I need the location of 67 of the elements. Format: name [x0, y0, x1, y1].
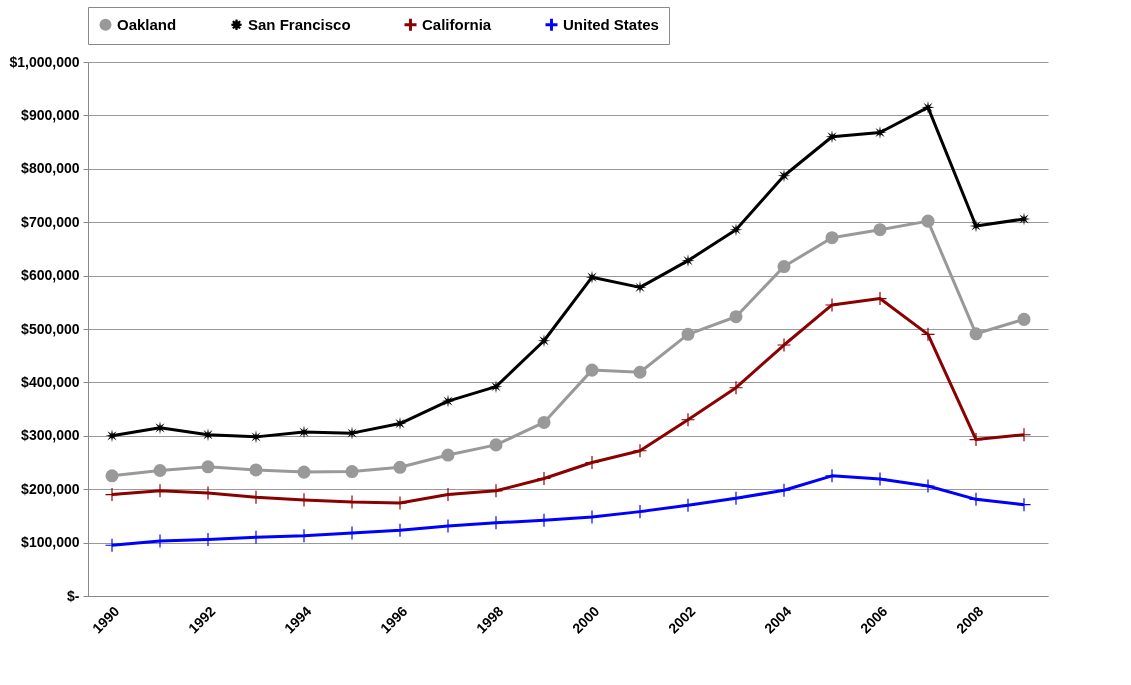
point [489, 438, 503, 452]
legend-label: United States [563, 15, 659, 33]
legend-label: Oakland [117, 15, 177, 33]
point [777, 169, 791, 183]
point [297, 465, 311, 479]
point [297, 425, 311, 439]
y-tick-label: $500,000 [21, 320, 80, 337]
point [969, 327, 983, 341]
point [681, 498, 695, 512]
point [681, 413, 695, 427]
point [873, 223, 887, 237]
y-tick-label: $100,000 [21, 534, 80, 551]
point [153, 421, 167, 435]
point [105, 469, 119, 483]
point [345, 426, 359, 440]
point [105, 429, 119, 443]
y-tick-label: $- [67, 587, 80, 604]
y-tick-label: $300,000 [21, 427, 80, 444]
y-tick-label: $900,000 [21, 106, 80, 123]
point [777, 483, 791, 497]
point [249, 430, 263, 444]
legend-label: San Francisco [248, 15, 351, 33]
point [537, 472, 551, 486]
point [345, 465, 359, 479]
point [777, 338, 791, 352]
point [825, 231, 839, 245]
point [105, 488, 119, 502]
point [201, 460, 215, 474]
point [1017, 212, 1031, 226]
y-tick-label: $600,000 [21, 267, 80, 284]
point [729, 223, 743, 237]
point [537, 415, 551, 429]
point [969, 433, 983, 447]
y-tick-label: $1,000,000 [9, 53, 80, 70]
point [825, 130, 839, 144]
point [969, 219, 983, 233]
point [201, 428, 215, 442]
point [633, 365, 647, 379]
y-tick-label: $800,000 [21, 160, 80, 177]
point [585, 363, 599, 377]
point [441, 488, 455, 502]
y-tick-label: $200,000 [21, 480, 80, 497]
point [969, 492, 983, 506]
point [777, 260, 791, 274]
point [681, 327, 695, 341]
point [633, 444, 647, 458]
legend-label: California [422, 15, 492, 33]
point [393, 460, 407, 474]
point [921, 479, 935, 493]
y-tick-label: $700,000 [21, 213, 80, 230]
point [489, 380, 503, 394]
point [585, 455, 599, 470]
point [1017, 312, 1031, 326]
point [729, 310, 743, 324]
y-tick-label: $400,000 [21, 373, 80, 390]
point [441, 448, 455, 462]
point [729, 381, 743, 395]
point [585, 270, 599, 284]
point [825, 298, 839, 312]
point [153, 464, 167, 478]
point [441, 394, 455, 408]
point [921, 327, 935, 341]
point [921, 214, 935, 228]
point [249, 463, 263, 477]
point [729, 491, 743, 505]
point [537, 334, 551, 348]
point [1017, 498, 1031, 512]
